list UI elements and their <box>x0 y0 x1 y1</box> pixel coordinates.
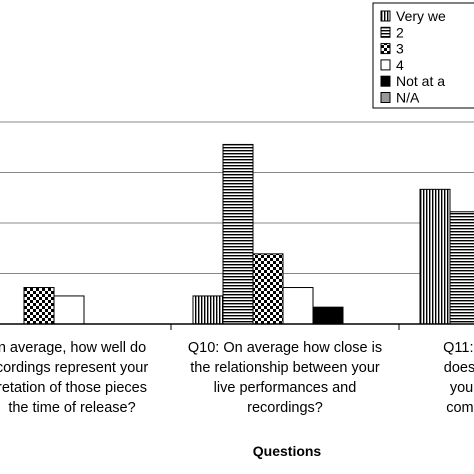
bar-checker <box>23 287 55 325</box>
bars <box>23 143 474 325</box>
category-label-line: the time of release? <box>8 400 135 416</box>
x-axis <box>0 323 474 330</box>
category-label: Q10: On average how close is the relation… <box>188 340 382 416</box>
category-label-line: does a r <box>444 360 474 376</box>
bar-vstripe <box>192 295 224 325</box>
bar-black <box>312 306 344 325</box>
category-labels: n average, how well do cordings represent… <box>0 340 474 416</box>
x-axis-title: Questions <box>253 443 322 459</box>
category-label-line: comma <box>446 400 474 416</box>
category-label-line: recordings? <box>247 400 323 416</box>
category-label-line: your a <box>450 380 474 396</box>
legend-swatch <box>380 26 391 38</box>
category-label-line: retation of those pieces <box>0 380 147 396</box>
bar-hstripe <box>449 211 474 325</box>
category-label-line: Q10: On average how close is <box>188 340 382 356</box>
legend-label: 4 <box>396 57 404 73</box>
legend-label: 3 <box>396 41 404 57</box>
bar-vstripe <box>419 188 451 325</box>
category-label: n average, how well do cordings represent… <box>0 340 148 416</box>
legend-label: Not at a <box>396 73 445 89</box>
legend-label: Very we <box>396 8 446 24</box>
legend-swatch <box>380 10 391 22</box>
legend-label: 2 <box>396 24 404 40</box>
legend-swatch <box>380 92 391 103</box>
legend-label: N/A <box>396 90 420 106</box>
category-label-line: cordings represent your <box>0 360 148 376</box>
bar-white <box>53 295 85 325</box>
bar-checker <box>252 253 284 325</box>
legend-box <box>372 2 474 109</box>
category-label-line: live performances and <box>214 380 357 396</box>
legend-swatch <box>380 59 391 71</box>
legend-swatch <box>380 43 391 55</box>
bar-hstripe <box>222 143 254 325</box>
category-label-line: Q11: On <box>443 340 474 356</box>
category-label: Q11: On does a r your a comma <box>443 340 474 416</box>
category-label-line: n average, how well do <box>0 340 146 356</box>
bar-white <box>282 287 314 325</box>
legend-swatch <box>380 75 391 87</box>
category-label-line: the relationship between your <box>190 360 380 376</box>
